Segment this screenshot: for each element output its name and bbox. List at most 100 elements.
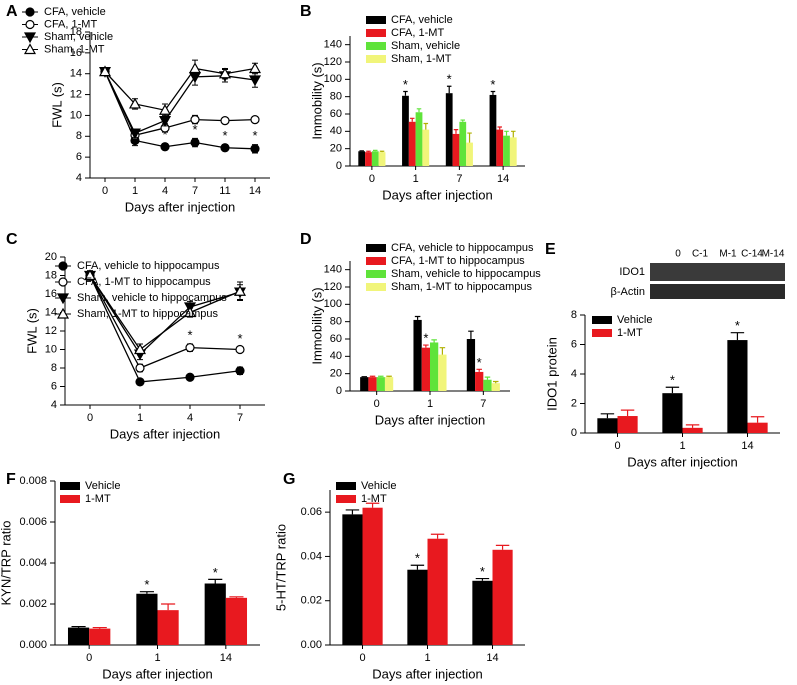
error-bar bbox=[495, 544, 510, 550]
x-axis-label: Days after injection bbox=[125, 199, 236, 214]
y-tick-label: 0.006 bbox=[19, 516, 47, 528]
legend-swatch bbox=[366, 257, 386, 265]
x-tick-label: 11 bbox=[219, 185, 230, 197]
error-bar bbox=[665, 386, 680, 394]
x-tick-label: 7 bbox=[192, 185, 198, 197]
significance-mark: * bbox=[237, 331, 242, 346]
x-tick-label: 0 bbox=[359, 652, 365, 664]
error-bar bbox=[379, 150, 385, 153]
error-bar bbox=[600, 413, 615, 419]
blot-band-ido1 bbox=[650, 263, 785, 281]
x-tick-label: 0 bbox=[369, 173, 375, 185]
bar bbox=[225, 597, 248, 645]
x-tick-label: 7 bbox=[456, 173, 462, 185]
bar bbox=[204, 583, 226, 645]
error-bar bbox=[161, 603, 176, 611]
bar bbox=[378, 152, 386, 166]
y-tick-label: 140 bbox=[324, 264, 342, 276]
legend-label: CFA, 1-MT to hippocampus bbox=[391, 255, 525, 267]
y-tick-label: 14 bbox=[45, 306, 57, 318]
blot-lane-label: C-1 bbox=[692, 249, 709, 260]
y-tick-label: 0.06 bbox=[301, 506, 322, 518]
x-axis-label: Days after injection bbox=[110, 426, 221, 441]
y-tick-label: 14 bbox=[70, 68, 82, 80]
legend-label: Sham, vehicle bbox=[44, 31, 113, 43]
bar bbox=[475, 371, 484, 391]
error-bar bbox=[476, 368, 482, 372]
point bbox=[190, 114, 200, 125]
significance-mark: * bbox=[192, 122, 197, 137]
panel-letter: G bbox=[283, 471, 295, 488]
x-tick-label: 1 bbox=[427, 398, 433, 410]
legend-swatch bbox=[366, 55, 386, 63]
panel-letter: C bbox=[6, 231, 18, 248]
y-tick-label: 0 bbox=[571, 427, 577, 439]
legend-swatch bbox=[60, 482, 80, 490]
error-bar bbox=[431, 339, 437, 343]
error-bar bbox=[409, 117, 415, 122]
bar bbox=[727, 340, 748, 433]
error-bar bbox=[453, 129, 459, 134]
legend-label: CFA, vehicle to hippocampus bbox=[77, 260, 220, 272]
error-bar bbox=[345, 509, 360, 515]
error-bar bbox=[484, 376, 491, 380]
series-line bbox=[104, 67, 256, 111]
y-tick-label: 100 bbox=[324, 73, 342, 85]
bar bbox=[452, 133, 460, 166]
blot-row-label: IDO1 bbox=[619, 266, 645, 278]
bar bbox=[413, 319, 422, 391]
y-axis-label: Immobility (s) bbox=[309, 287, 324, 364]
series-line bbox=[104, 71, 256, 150]
bar bbox=[597, 418, 618, 433]
significance-mark: * bbox=[144, 577, 149, 592]
bar bbox=[682, 427, 703, 433]
y-tick-label: 18 bbox=[45, 269, 57, 281]
bar bbox=[662, 393, 683, 433]
legend-label: 1-MT bbox=[85, 493, 111, 505]
legend-label: CFA, 1-MT bbox=[391, 27, 444, 39]
blot-lane-label: C-14 bbox=[741, 249, 763, 260]
legend-label: CFA, 1-MT bbox=[44, 18, 97, 30]
x-tick-label: 0 bbox=[87, 412, 93, 424]
significance-mark: * bbox=[735, 318, 740, 333]
y-tick-label: 80 bbox=[330, 316, 342, 328]
y-tick-label: 10 bbox=[45, 343, 57, 355]
bar bbox=[509, 137, 517, 166]
y-tick-label: 16 bbox=[45, 288, 57, 300]
x-tick-label: 4 bbox=[162, 185, 168, 197]
x-tick-label: 0 bbox=[374, 398, 380, 410]
error-bar bbox=[416, 108, 422, 113]
bar bbox=[438, 354, 447, 391]
legend-swatch bbox=[592, 329, 612, 337]
y-tick-label: 0.04 bbox=[301, 550, 322, 562]
bar bbox=[491, 383, 500, 391]
point bbox=[235, 366, 245, 376]
x-tick-label: 1 bbox=[154, 652, 160, 664]
error-bar bbox=[410, 564, 425, 570]
bar bbox=[430, 342, 439, 391]
point bbox=[158, 116, 172, 127]
panel-letter: F bbox=[6, 471, 16, 488]
significance-mark: * bbox=[403, 77, 408, 92]
x-tick-label: 1 bbox=[137, 412, 143, 424]
y-tick-label: 0.02 bbox=[301, 595, 322, 607]
y-tick-label: 0.002 bbox=[19, 598, 47, 610]
significance-mark: * bbox=[490, 77, 495, 92]
y-tick-label: 12 bbox=[70, 88, 82, 100]
bar bbox=[365, 152, 372, 166]
legend-swatch bbox=[366, 283, 386, 291]
significance-mark: * bbox=[187, 327, 192, 342]
legend-marker bbox=[56, 293, 70, 305]
legend-label: 1-MT bbox=[617, 327, 643, 339]
point bbox=[250, 144, 260, 154]
legend-marker bbox=[58, 277, 68, 287]
y-axis-label: IDO1 protein bbox=[544, 337, 559, 411]
y-tick-label: 4 bbox=[76, 172, 82, 184]
panel-letter: A bbox=[6, 3, 18, 20]
legend-marker bbox=[58, 261, 68, 271]
error-bar bbox=[430, 533, 445, 539]
error-bar bbox=[386, 375, 392, 378]
legend-label: Sham, 1-MT bbox=[391, 53, 452, 65]
legend-label: Vehicle bbox=[85, 480, 120, 492]
